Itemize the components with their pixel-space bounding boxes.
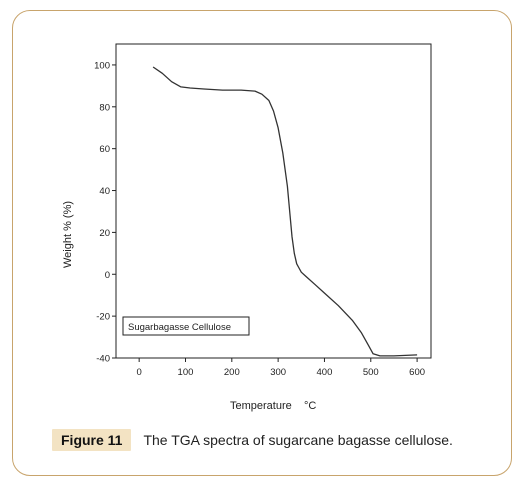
x-tick-label: 200 xyxy=(224,367,240,378)
x-tick-label: 600 xyxy=(409,367,425,378)
axes xyxy=(115,43,432,359)
y-tick-label: 20 xyxy=(99,228,110,239)
y-tick-label: 0 xyxy=(105,270,110,281)
x-tick-label: 0 xyxy=(137,367,142,378)
y-tick-label: 80 xyxy=(99,102,110,113)
legend-box xyxy=(122,316,250,336)
legend-label: Sugarbagasse Cellulose xyxy=(128,322,231,333)
y-tick-label: 40 xyxy=(99,186,110,197)
figure-card xyxy=(12,10,512,476)
y-tick-label: 60 xyxy=(99,144,110,155)
x-tick-label: 300 xyxy=(270,367,286,378)
series-line xyxy=(152,66,418,357)
x-tick-label: 500 xyxy=(363,367,379,378)
figure-number: Figure 11 xyxy=(52,429,132,451)
figure-caption: Figure 11 The TGA spectra of sugarcane b… xyxy=(52,428,453,452)
caption-text: The TGA spectra of sugarcane bagasse cel… xyxy=(143,432,453,448)
y-tick-label: -40 xyxy=(96,354,110,365)
x-axis-unit: °C xyxy=(304,400,316,412)
y-tick-label: -20 xyxy=(96,312,110,323)
plot-frame xyxy=(115,43,432,359)
x-tick-label: 100 xyxy=(178,367,194,378)
x-axis-label: Temperature xyxy=(230,400,292,412)
y-axis-label: Weight % (%) xyxy=(62,201,74,268)
y-tick-label: 100 xyxy=(94,60,110,71)
series xyxy=(152,66,418,357)
x-tick-label: 400 xyxy=(317,367,333,378)
legend: Sugarbagasse Cellulose xyxy=(122,316,250,336)
